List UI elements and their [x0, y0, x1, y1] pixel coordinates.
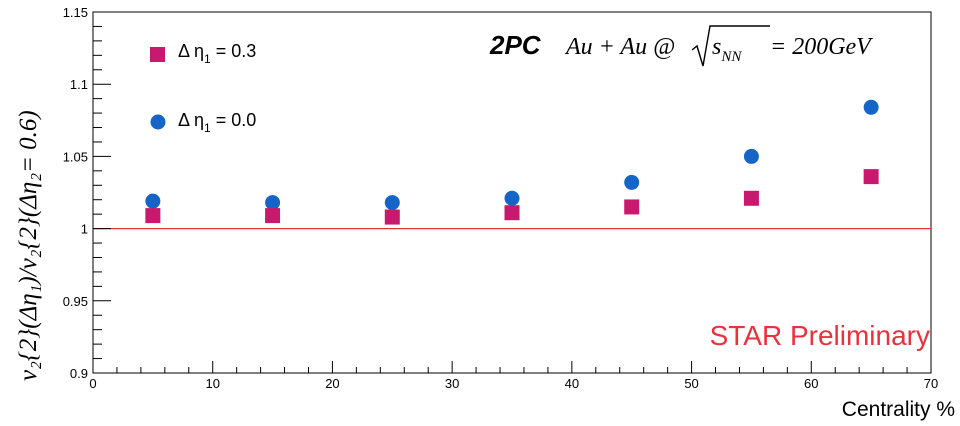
legend-label-series-1-main: Δ η: [178, 110, 204, 130]
x-tick-label: 20: [325, 376, 339, 391]
energy-label: = 200GeV: [770, 34, 873, 60]
y-tick-label: 1.05: [63, 149, 88, 164]
data-point-circle: [863, 99, 879, 115]
sqrt-sign: [691, 25, 770, 67]
x-tick-label: 10: [205, 376, 219, 391]
x-axis-title: Centrality %: [842, 398, 955, 421]
preliminary-label: STAR Preliminary: [710, 320, 930, 351]
y-tick-label: 1.1: [70, 77, 88, 92]
y-axis-ticks: 0.9 0.95 1 1.05 1.1 1.15: [63, 5, 111, 381]
data-point-circle: [743, 148, 759, 164]
data-point-square: [504, 205, 520, 221]
x-tick-label: 40: [565, 376, 579, 391]
collision-annotation: 2PC Au + Au @ sNN = 200GeV: [489, 25, 873, 67]
data-point-circle: [624, 174, 640, 190]
sqrt-arg-sub: NN: [720, 49, 742, 65]
plot-frame: [92, 11, 932, 374]
system-label: Au + Au @: [564, 34, 675, 60]
legend-label-series-0-value: = 0.3: [211, 41, 257, 61]
data-point-square: [384, 209, 400, 225]
sqrt-arg-main: s: [712, 34, 721, 60]
legend-label-series-0-main: Δ η: [178, 41, 204, 61]
data-point-square: [743, 190, 759, 206]
data-points: [145, 99, 879, 225]
x-tick-label: 60: [804, 376, 818, 391]
legend: Δ η1 = 0.3 Δ η1 = 0.0: [150, 41, 256, 135]
y-tick-label: 1: [81, 222, 88, 237]
x-axis-ticks: 0 10 20 30 40 50 60 70: [89, 361, 938, 391]
y-tick-label: 1.15: [63, 5, 88, 20]
data-point-square: [265, 208, 281, 224]
y-tick-label: 0.9: [70, 366, 88, 381]
legend-label-series-1-value: = 0.0: [211, 110, 257, 130]
legend-label-series-1-sub: 1: [204, 121, 211, 135]
x-tick-label: 70: [924, 376, 938, 391]
legend-marker-square: [150, 47, 165, 62]
data-point-circle: [145, 193, 161, 209]
legend-label-series-0: Δ η1 = 0.3: [178, 41, 256, 66]
data-point-square: [863, 169, 879, 185]
data-point-circle: [504, 190, 520, 206]
data-point-circle: [265, 195, 281, 211]
x-tick-label: 50: [684, 376, 698, 391]
data-point-circle: [384, 195, 400, 211]
y-tick-label: 0.95: [63, 294, 88, 309]
y-axis-title: v₂{2}(Δη₁)/v₂{2}(Δη₂= 0.6): [15, 110, 42, 381]
sqrt-argument: sNN: [712, 34, 742, 65]
data-point-square: [145, 208, 161, 224]
legend-label-series-1: Δ η1 = 0.0: [178, 110, 256, 135]
x-tick-label: 0: [89, 376, 96, 391]
x-tick-label: 30: [445, 376, 459, 391]
method-label: 2PC: [489, 30, 542, 60]
legend-label-series-0-sub: 1: [204, 52, 211, 66]
data-point-square: [624, 199, 640, 215]
legend-marker-circle: [150, 114, 166, 130]
